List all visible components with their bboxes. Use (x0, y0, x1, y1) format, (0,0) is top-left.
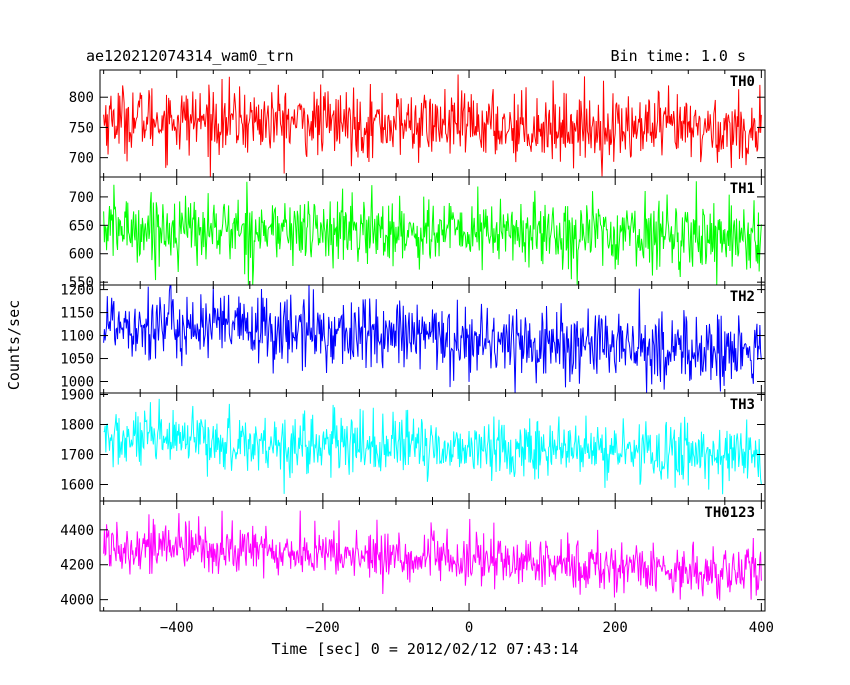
series-line-th2 (103, 284, 762, 394)
y-tick-label: 4400 (60, 523, 94, 539)
panel-label-th0: TH0 (730, 74, 755, 90)
y-tick-label: 800 (69, 90, 94, 106)
y-tick-label: 1100 (60, 329, 94, 345)
x-tick-label: −400 (160, 620, 194, 636)
panel-th0: 700 750 800 TH0 (69, 69, 766, 178)
y-axis-title: Counts/sec (5, 300, 23, 390)
y-tick-label: 1700 (60, 448, 94, 464)
panel-label-th3: TH3 (730, 397, 755, 413)
y-tick-label: 700 (69, 151, 94, 167)
panel-label-th2: TH2 (730, 289, 755, 305)
y-tick-label: 650 (69, 218, 94, 234)
series-line-th1 (103, 181, 762, 286)
y-tick-label: 1600 (60, 478, 94, 494)
x-tick-label: 400 (749, 620, 774, 636)
x-tick-label: 200 (603, 620, 628, 636)
series-line-th3 (103, 398, 762, 495)
y-tick-label: 1050 (60, 352, 94, 368)
panel-th1: 550 600 650 700 TH1 (69, 176, 766, 291)
x-axis-title: Time [sec] 0 = 2012/02/12 07:43:14 (271, 640, 578, 658)
chart-title: ae120212074314_wam0_trn (86, 47, 294, 65)
panel-th2: 1000 1050 1100 1150 1200 TH2 (60, 283, 766, 394)
panel-label-th1: TH1 (730, 181, 755, 197)
y-tick-label: 600 (69, 247, 94, 263)
panels-layer: 700750800TH0550600650700TH11000105011001… (60, 69, 774, 636)
panel-th3: 1600 1700 1800 1900 TH3 (60, 388, 766, 502)
y-tick-label: 1900 (60, 388, 94, 404)
bin-time-label: Bin time: 1.0 s (611, 47, 746, 65)
series-line-th0123 (103, 510, 762, 601)
panel-frame (99, 500, 766, 612)
panel-th0123: 4000 4200 4400 TH0123 (60, 500, 766, 612)
y-tick-label: 1800 (60, 418, 94, 434)
y-tick-label: 1200 (60, 283, 94, 299)
x-tick-label: −200 (306, 620, 340, 636)
y-tick-label: 1150 (60, 306, 94, 322)
x-tick-label: 0 (465, 620, 473, 636)
y-tick-label: 700 (69, 190, 94, 206)
series-line-th0 (103, 74, 762, 178)
panel-label-th0123: TH0123 (704, 505, 755, 521)
y-tick-label: 750 (69, 120, 94, 136)
y-tick-label: 4200 (60, 558, 94, 574)
y-tick-label: 550 (69, 275, 94, 291)
y-tick-label: 1000 (60, 375, 94, 391)
y-tick-label: 4000 (60, 593, 94, 609)
